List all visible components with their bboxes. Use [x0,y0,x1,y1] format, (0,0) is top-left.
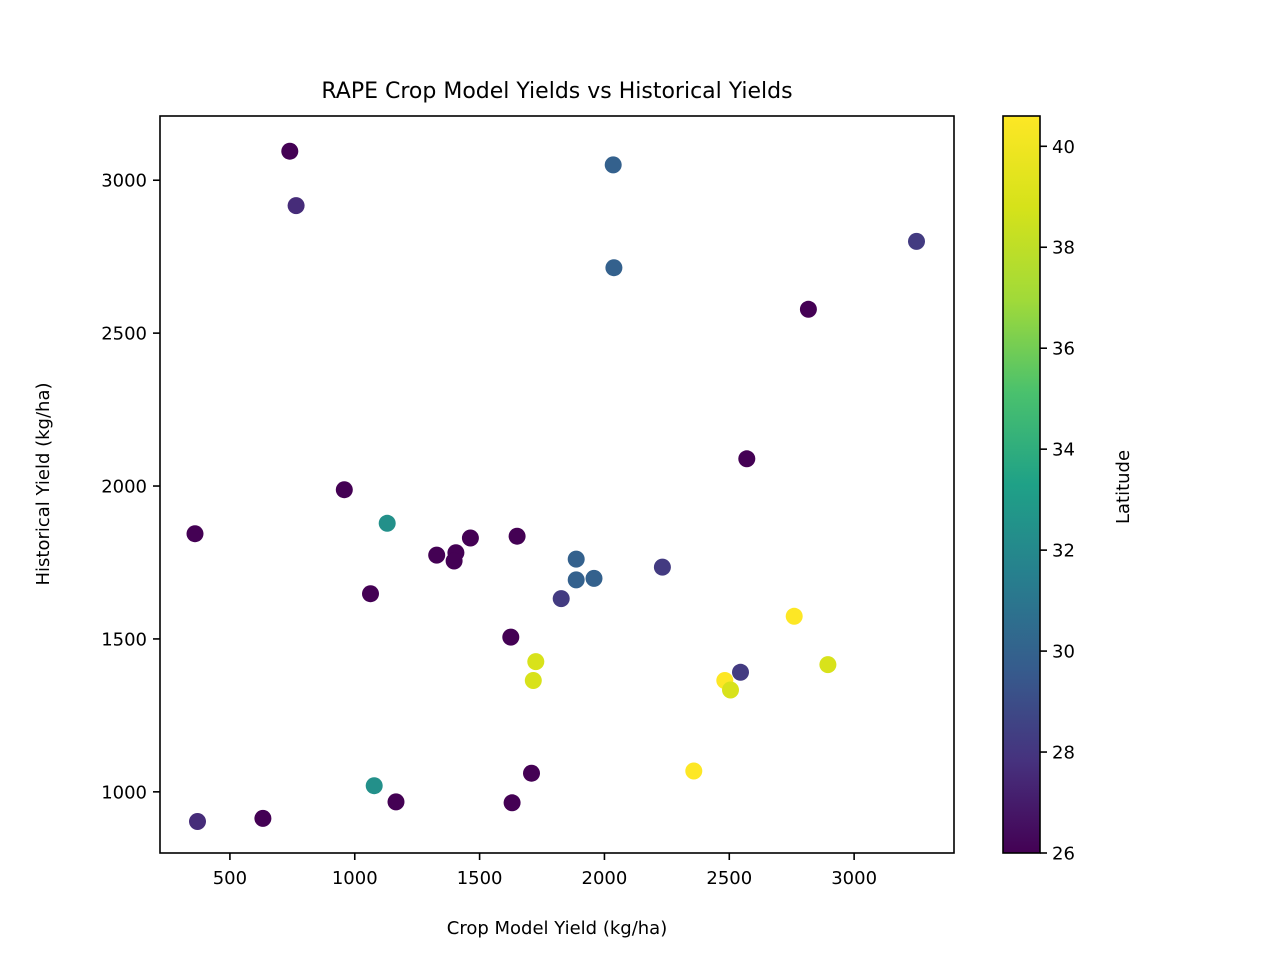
data-point [281,142,299,160]
colorbar-tick-label: 28 [1052,743,1075,764]
y-tick-label: 2000 [101,477,147,498]
colorbar-tick-label: 30 [1052,642,1075,663]
y-tick-label: 1500 [101,629,147,650]
x-tick-label: 1500 [457,868,503,889]
colorbar-tick-label: 34 [1052,440,1075,461]
y-tick-label: 2500 [101,324,147,345]
data-point [819,656,837,674]
data-point [428,546,446,564]
data-point [722,681,739,699]
x-tick-label: 1000 [332,868,378,889]
data-point [503,794,521,812]
data-point [604,156,622,174]
data-point [523,764,540,782]
y-axis-label: Historical Yield (kg/ha) [33,382,54,585]
data-point [502,628,520,646]
y-axis-ticks: 1000 1500 2000 2500 3000 [101,171,160,803]
data-point [738,450,756,468]
data-point [287,197,305,215]
plot-frame [159,115,955,854]
data-point [524,672,542,689]
data-point [189,813,206,830]
data-point [365,777,383,795]
data-point [445,552,463,570]
x-tick-label: 2000 [582,868,628,889]
y-tick-label: 1000 [101,782,147,803]
data-point [335,481,353,499]
colorbar-ticks: 26 28 30 32 34 36 38 40 [1040,137,1075,865]
colorbar-tick-label: 32 [1052,541,1075,562]
data-point [186,525,204,543]
data-point [653,558,671,576]
colorbar-label: Latitude [1113,450,1134,524]
data-point [508,527,526,545]
data-point [527,653,545,671]
data-point [785,607,803,625]
data-point [362,585,379,603]
colorbar-tick-label: 36 [1052,339,1075,360]
data-point [567,571,585,589]
data-point [585,569,603,587]
chart-title: RAPE Crop Model Yields vs Historical Yie… [321,79,792,104]
data-point [378,514,396,532]
colorbar-tick-label: 40 [1052,137,1075,158]
y-tick-label: 3000 [101,171,147,192]
data-point [908,232,925,250]
x-axis-label: Crop Model Yield (kg/ha) [447,918,667,939]
data-point [567,550,585,568]
data-point [605,259,623,277]
colorbar-tick-label: 38 [1052,238,1075,259]
data-point [799,300,817,318]
data-point [461,529,479,547]
x-axis-ticks: 500 1000 1500 2000 2500 3000 [213,853,877,889]
data-point [685,762,703,780]
colorbar-gradient [1002,115,1041,854]
x-tick-label: 3000 [831,868,877,889]
data-point [552,590,570,608]
x-tick-label: 500 [213,868,247,889]
x-tick-label: 2500 [706,868,752,889]
plot-points [186,142,925,830]
data-point [254,809,272,827]
data-point [387,793,405,811]
data-point [732,663,749,681]
colorbar-tick-label: 26 [1052,844,1075,865]
